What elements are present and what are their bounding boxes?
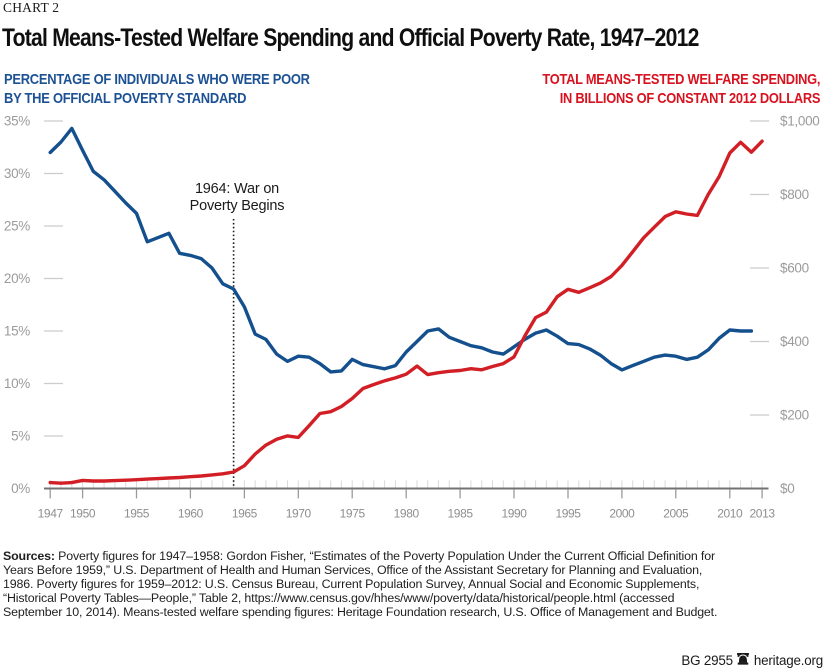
svg-text:0%: 0%: [11, 481, 30, 496]
svg-text:2013: 2013: [750, 507, 776, 521]
svg-text:5%: 5%: [11, 429, 30, 444]
svg-text:25%: 25%: [4, 219, 30, 234]
svg-text:1947: 1947: [38, 507, 64, 521]
svg-text:1995: 1995: [555, 507, 581, 521]
svg-text:$400: $400: [780, 334, 809, 349]
svg-text:$600: $600: [780, 261, 809, 276]
svg-text:15%: 15%: [4, 324, 30, 339]
svg-text:1990: 1990: [501, 507, 527, 521]
svg-text:30%: 30%: [4, 166, 30, 181]
svg-text:1970: 1970: [286, 507, 312, 521]
svg-text:10%: 10%: [4, 376, 30, 391]
svg-text:20%: 20%: [4, 271, 30, 286]
svg-text:35%: 35%: [4, 114, 30, 129]
svg-text:$1,000: $1,000: [780, 114, 820, 129]
svg-text:1985: 1985: [448, 507, 474, 521]
svg-text:1975: 1975: [340, 507, 366, 521]
svg-text:2005: 2005: [663, 507, 689, 521]
svg-text:1955: 1955: [124, 507, 150, 521]
svg-text:1950: 1950: [70, 507, 96, 521]
svg-text:1960: 1960: [178, 507, 204, 521]
svg-text:2000: 2000: [609, 507, 635, 521]
svg-text:$800: $800: [780, 187, 809, 202]
svg-text:2010: 2010: [717, 507, 743, 521]
svg-text:1965: 1965: [232, 507, 258, 521]
svg-text:1980: 1980: [394, 507, 420, 521]
svg-text:$0: $0: [780, 481, 794, 496]
svg-text:$200: $200: [780, 408, 809, 423]
